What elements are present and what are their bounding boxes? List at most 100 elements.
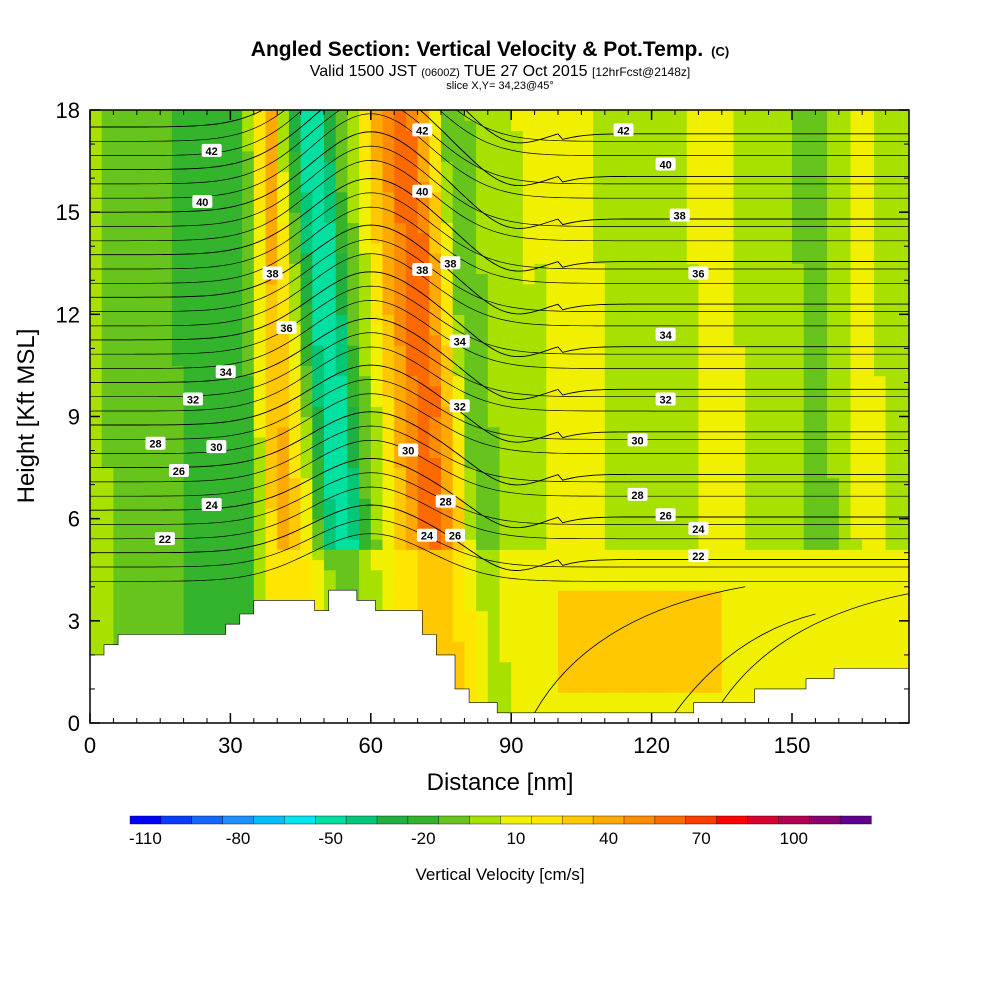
velocity-cell <box>113 201 126 213</box>
velocity-cell <box>382 171 395 183</box>
velocity-cell <box>171 580 185 591</box>
velocity-cell <box>838 201 852 213</box>
velocity-cell <box>101 161 114 172</box>
velocity-cell <box>604 293 618 305</box>
contour-label: 36 <box>276 320 297 335</box>
velocity-cell <box>288 263 302 274</box>
velocity-cell <box>792 569 805 581</box>
velocity-cell <box>265 447 278 458</box>
velocity-cell <box>242 161 255 172</box>
velocity-cell <box>382 345 395 356</box>
velocity-cell <box>207 467 220 479</box>
velocity-cell <box>873 232 887 244</box>
velocity-cell <box>768 293 781 305</box>
velocity-cell <box>546 549 559 561</box>
velocity-cell <box>300 447 313 458</box>
velocity-cell <box>698 396 711 407</box>
velocity-cell <box>148 120 161 131</box>
velocity-cell <box>780 559 793 571</box>
velocity-cell <box>195 406 208 418</box>
velocity-cell <box>370 569 384 581</box>
velocity-cell <box>721 283 735 295</box>
velocity-cell <box>242 406 255 418</box>
velocity-cell <box>148 345 161 356</box>
velocity-cell <box>581 130 594 142</box>
velocity-cell <box>370 396 384 407</box>
velocity-cell <box>277 498 290 509</box>
velocity-cell <box>569 702 582 714</box>
velocity-cell <box>171 590 185 601</box>
velocity-cell <box>721 161 735 172</box>
velocity-cell <box>815 334 828 346</box>
velocity-cell <box>288 396 302 407</box>
theta-contour-42 <box>90 110 909 144</box>
velocity-cell <box>218 253 231 264</box>
velocity-cell <box>511 498 524 509</box>
velocity-cell <box>359 488 372 499</box>
velocity-cell <box>242 396 255 407</box>
velocity-cell <box>733 324 746 336</box>
velocity-cell <box>862 498 875 509</box>
contour-label-text: 32 <box>454 401 466 413</box>
velocity-cell <box>242 201 255 213</box>
velocity-cell <box>827 518 840 530</box>
velocity-cell <box>651 610 664 622</box>
velocity-cell <box>862 610 875 622</box>
velocity-cell <box>733 314 746 326</box>
velocity-cell <box>698 416 711 428</box>
velocity-cell <box>487 436 501 448</box>
velocity-cell <box>90 293 103 305</box>
velocity-cell <box>125 488 138 499</box>
velocity-cell <box>663 365 676 377</box>
velocity-cell <box>476 610 489 622</box>
velocity-cell <box>90 436 103 448</box>
velocity-cell <box>499 345 512 356</box>
velocity-cell <box>476 508 489 520</box>
velocity-cell <box>780 314 793 326</box>
velocity-cell <box>125 396 138 407</box>
colorbar-swatch <box>747 815 779 825</box>
velocity-cell <box>265 549 278 561</box>
velocity-cell <box>394 191 407 203</box>
contour-label-text: 28 <box>440 497 452 509</box>
velocity-cell <box>511 324 524 336</box>
velocity-cell <box>277 242 290 254</box>
velocity-cell <box>476 661 489 673</box>
velocity-cell <box>756 580 770 591</box>
velocity-cell <box>417 171 430 183</box>
velocity-cell <box>487 549 501 561</box>
velocity-cell <box>218 406 231 418</box>
velocity-cell <box>160 293 173 305</box>
velocity-cell <box>394 314 407 326</box>
velocity-cell <box>581 682 594 693</box>
velocity-cell <box>639 590 653 601</box>
velocity-cell <box>101 569 114 581</box>
velocity-cell <box>288 406 302 418</box>
velocity-cell <box>721 242 735 254</box>
velocity-cell <box>686 620 699 632</box>
velocity-cell <box>651 467 664 479</box>
velocity-cell <box>885 212 898 223</box>
velocity-cell <box>792 283 805 295</box>
velocity-cell <box>265 334 278 346</box>
velocity-cell <box>663 457 676 469</box>
velocity-cell <box>534 120 547 131</box>
velocity-cell <box>464 436 477 448</box>
velocity-cell <box>546 508 559 520</box>
velocity-cell <box>628 130 641 142</box>
velocity-cell <box>429 283 442 295</box>
velocity-cell <box>686 488 699 499</box>
velocity-cell <box>686 324 699 336</box>
velocity-cell <box>405 365 419 377</box>
velocity-cell <box>721 569 735 581</box>
velocity-cell <box>885 539 898 550</box>
velocity-cell <box>862 293 875 305</box>
velocity-cell <box>464 426 477 438</box>
velocity-cell <box>218 201 231 213</box>
velocity-cell <box>827 130 840 142</box>
velocity-cell <box>511 396 524 407</box>
velocity-cell <box>873 396 887 407</box>
velocity-cell <box>827 528 840 540</box>
velocity-cell <box>359 314 372 326</box>
velocity-cell <box>195 620 208 632</box>
